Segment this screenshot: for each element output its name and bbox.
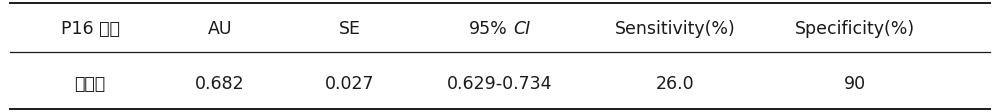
Text: Sensitivity(%): Sensitivity(%) — [615, 20, 735, 38]
Text: CI: CI — [513, 20, 531, 38]
Text: 26.0: 26.0 — [656, 75, 694, 93]
Text: SE: SE — [339, 20, 361, 38]
Text: 95%: 95% — [469, 20, 507, 38]
Text: 0.629-0.734: 0.629-0.734 — [447, 75, 553, 93]
Text: Specificity(%): Specificity(%) — [795, 20, 915, 38]
Text: 0.682: 0.682 — [195, 75, 245, 93]
Text: 0.027: 0.027 — [325, 75, 375, 93]
Text: 食道癌: 食道癌 — [74, 75, 106, 93]
Text: P16 抗体: P16 抗体 — [61, 20, 119, 38]
Text: AU: AU — [208, 20, 232, 38]
Text: 90: 90 — [844, 75, 866, 93]
